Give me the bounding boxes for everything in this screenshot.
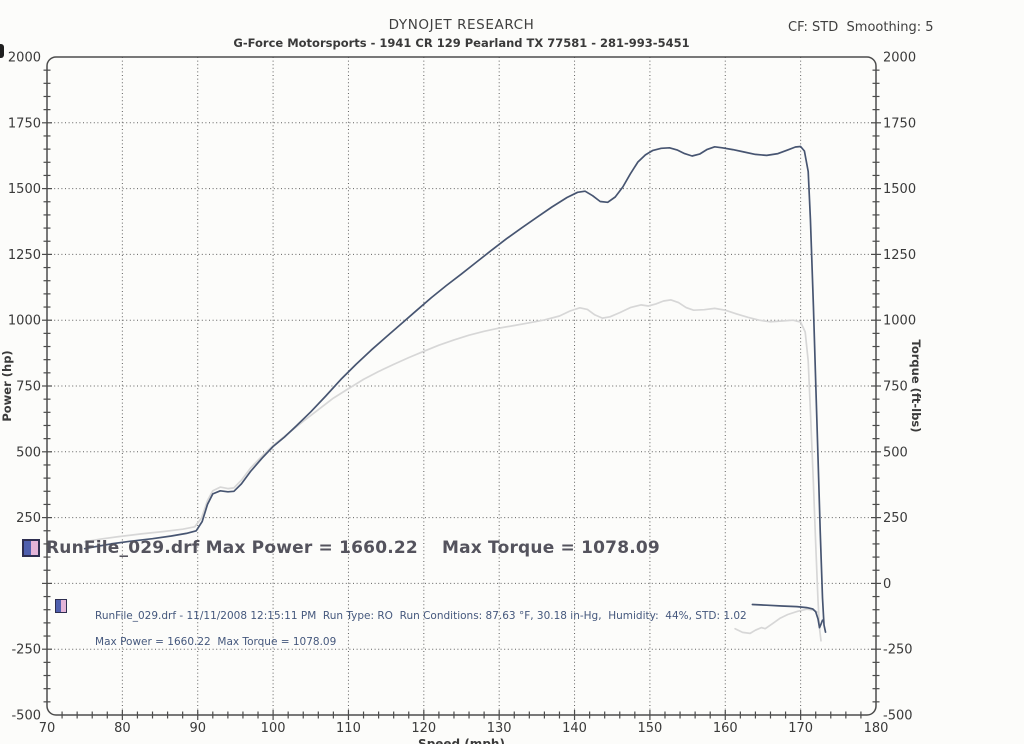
svg-text:1250: 1250 (883, 248, 916, 263)
correction-smoothing-label: CF: STD Smoothing: 5 (788, 20, 934, 35)
svg-text:180: 180 (864, 721, 889, 736)
svg-text:1500: 1500 (883, 182, 916, 197)
svg-text:170: 170 (788, 721, 813, 736)
svg-text:500: 500 (16, 445, 41, 460)
svg-text:1000: 1000 (883, 314, 916, 329)
shop-address-subtitle: G-Force Motorsports - 1941 CR 129 Pearla… (233, 36, 690, 50)
svg-text:150: 150 (637, 721, 662, 736)
svg-text:1500: 1500 (8, 182, 41, 197)
svg-text:-250: -250 (883, 643, 913, 658)
page-title: DYNOJET RESEARCH (388, 17, 535, 33)
run-swatch-icon (22, 539, 40, 557)
legend-max-power-label: RunFile_029.drf Max Power = 1660.22 (46, 538, 418, 558)
svg-text:90: 90 (189, 721, 206, 736)
svg-text:160: 160 (713, 721, 738, 736)
svg-text:750: 750 (16, 380, 41, 395)
svg-text:140: 140 (562, 721, 587, 736)
svg-text:1750: 1750 (8, 116, 41, 131)
x-axis-title: Speed (mph) (418, 737, 505, 744)
run-conditions-line: RunFile_029.drf - 11/11/2008 12:15:11 PM… (95, 610, 747, 622)
svg-text:Power (hp): Power (hp) (0, 350, 14, 421)
run-maxvalues-line: Max Power = 1660.22 Max Torque = 1078.09 (95, 636, 337, 648)
svg-text:70: 70 (39, 721, 56, 736)
run-legend: RunFile_029.drf Max Power = 1660.22 Max … (22, 538, 660, 558)
svg-text:2000: 2000 (8, 51, 41, 66)
svg-text:-500: -500 (883, 709, 913, 724)
run-info-block: RunFile_029.drf - 11/11/2008 12:15:11 PM… (55, 597, 747, 662)
svg-text:1000: 1000 (8, 314, 41, 329)
svg-text:-250: -250 (11, 643, 41, 658)
svg-text:100: 100 (261, 721, 286, 736)
svg-text:1250: 1250 (8, 248, 41, 263)
svg-text:750: 750 (883, 380, 908, 395)
svg-text:250: 250 (16, 511, 41, 526)
svg-text:500: 500 (883, 445, 908, 460)
svg-text:Torque (ft-lbs): Torque (ft-lbs) (909, 340, 923, 433)
svg-text:2000: 2000 (883, 51, 916, 66)
scan-artifact (0, 44, 4, 58)
svg-text:120: 120 (411, 721, 436, 736)
run-info-lines: RunFile_029.drf - 11/11/2008 12:15:11 PM… (75, 597, 747, 662)
svg-text:250: 250 (883, 511, 908, 526)
svg-text:-500: -500 (11, 709, 41, 724)
svg-text:0: 0 (883, 577, 891, 592)
legend-max-torque-label: Max Torque = 1078.09 (441, 538, 660, 558)
run-swatch-icon (55, 599, 67, 613)
svg-text:130: 130 (487, 721, 512, 736)
svg-text:80: 80 (114, 721, 131, 736)
svg-text:110: 110 (336, 721, 361, 736)
svg-text:1750: 1750 (883, 116, 916, 131)
